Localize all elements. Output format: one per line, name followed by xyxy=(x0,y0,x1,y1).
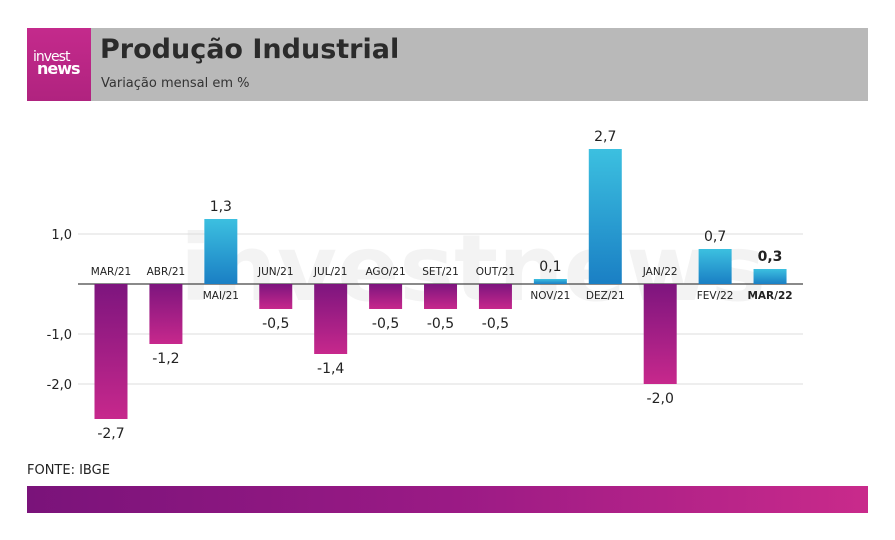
value-label: 1,3 xyxy=(210,199,232,215)
bar xyxy=(149,284,183,344)
value-label: -0,5 xyxy=(427,316,454,332)
category-label: JAN/22 xyxy=(642,266,678,278)
category-label: OUT/21 xyxy=(476,266,515,278)
logo-text-news: news xyxy=(37,59,81,78)
bars xyxy=(94,149,787,419)
source-note: FONTE: IBGE xyxy=(27,463,110,478)
bar xyxy=(753,269,787,284)
bar xyxy=(314,284,348,354)
category-label: DEZ/21 xyxy=(586,290,625,302)
bar xyxy=(204,219,238,284)
bar xyxy=(478,284,512,309)
value-label: -2,0 xyxy=(647,391,674,407)
y-tick-label: -1,0 xyxy=(47,328,72,343)
category-label: MAR/22 xyxy=(747,290,792,302)
investnews-logo: invest news xyxy=(27,28,91,101)
y-tick-label: 1,0 xyxy=(51,228,72,243)
value-label: 0,1 xyxy=(539,259,561,275)
chart-header: invest news Produção Industrial Variação… xyxy=(27,28,868,101)
value-label: -0,5 xyxy=(482,316,509,332)
value-label: -1,2 xyxy=(152,351,179,367)
category-label: NOV/21 xyxy=(530,290,570,302)
bar xyxy=(643,284,677,384)
chart-subtitle: Variação mensal em % xyxy=(101,76,250,91)
value-label: -1,4 xyxy=(317,361,344,377)
bar xyxy=(698,249,732,284)
chart-title: Produção Industrial xyxy=(100,34,400,65)
bar xyxy=(533,279,567,284)
y-tick-label: -2,0 xyxy=(47,378,72,393)
category-label: ABR/21 xyxy=(147,266,186,278)
bar xyxy=(424,284,458,309)
bar xyxy=(94,284,128,419)
footer-gradient-bar xyxy=(27,486,868,513)
category-label: JUN/21 xyxy=(257,266,294,278)
value-label: -0,5 xyxy=(372,316,399,332)
category-label: MAR/21 xyxy=(91,266,131,278)
category-label: MAI/21 xyxy=(203,290,239,302)
category-label: JUL/21 xyxy=(313,266,348,278)
value-label: 2,7 xyxy=(594,129,616,145)
value-label: -0,5 xyxy=(262,316,289,332)
value-label: -2,7 xyxy=(97,426,124,442)
value-label: 0,3 xyxy=(758,249,783,265)
category-label: AGO/21 xyxy=(365,266,405,278)
bar xyxy=(369,284,403,309)
labels: 1,0 -1,0 -2,0 -2,7 MAR/21 -1,2 ABR/21 1,3 MAI/21… xyxy=(47,129,793,442)
category-label: FEV/22 xyxy=(697,290,734,302)
bar xyxy=(588,149,622,284)
bar xyxy=(259,284,293,309)
value-label: 0,7 xyxy=(704,229,726,245)
category-label: SET/21 xyxy=(422,266,459,278)
logo-text-invest: invest xyxy=(33,49,70,65)
